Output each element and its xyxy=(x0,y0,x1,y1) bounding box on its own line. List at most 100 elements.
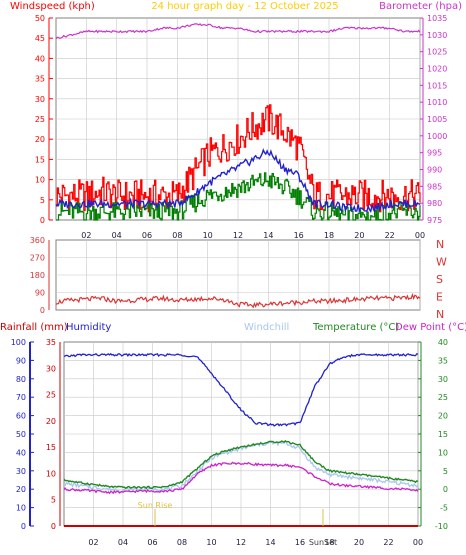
wind-hour-label: 10 xyxy=(203,231,213,240)
windspeed-tick-label: 30 xyxy=(35,95,45,104)
windspeed-tick-label: 0 xyxy=(40,216,45,225)
sunrise-label: Sun Rise xyxy=(138,501,173,510)
rainfall-tick-label: 25 xyxy=(46,391,56,400)
temp-hour-label: 20 xyxy=(354,538,364,547)
barometer-tick-label: 980 xyxy=(427,199,442,208)
temperature-tick-label: 25 xyxy=(438,393,448,402)
chart-title: 24 hour graph day - 12 October 2025 xyxy=(151,1,338,12)
temperature-tick-label: 0 xyxy=(443,485,448,494)
wind-series-lines xyxy=(55,23,421,221)
wind-hour-label: 02 xyxy=(81,231,91,240)
temperature-tick-label: 15 xyxy=(438,430,448,439)
wind-series-avg xyxy=(55,148,421,213)
temp-hour-label: 08 xyxy=(177,538,187,547)
temperature-tick-label: 20 xyxy=(438,412,448,421)
humidity-tick-label: 30 xyxy=(16,467,26,476)
wind-hour-label: 22 xyxy=(385,231,395,240)
compass-label: N xyxy=(436,238,444,251)
wind-hour-label: 16 xyxy=(294,231,304,240)
windspeed-tick-label: 35 xyxy=(35,75,45,84)
windspeed-tick-label: 10 xyxy=(35,176,45,185)
sunset-label: SunSet xyxy=(309,538,337,547)
barometer-tick-label: 1020 xyxy=(427,65,447,74)
temperature-tick-label: -5 xyxy=(440,504,448,513)
humidity-tick-label: 40 xyxy=(16,448,26,457)
temperature-tick-label: 40 xyxy=(438,338,448,347)
direction-line xyxy=(55,292,421,309)
temp-series-humidity xyxy=(63,352,419,427)
temperature-tick-label: 10 xyxy=(438,448,448,457)
sun-markers: Sun Rise SunSet xyxy=(138,501,338,547)
barometer-tick-label: 985 xyxy=(427,182,442,191)
temperature-tick-label: 5 xyxy=(443,467,448,476)
wind-series-low xyxy=(56,172,421,221)
direction-tick-label: 0 xyxy=(40,306,45,315)
wind-hour-label: 00 xyxy=(415,231,425,240)
temp-hour-label: 12 xyxy=(236,538,246,547)
humidity-tick-label: 80 xyxy=(16,375,26,384)
wind-series-barometer xyxy=(55,23,421,40)
humidity-tick-label: 100 xyxy=(11,338,26,347)
temp-hour-label: 00 xyxy=(413,538,423,547)
rainfall-tick-label: 20 xyxy=(46,417,56,426)
wind-hour-label: 12 xyxy=(233,231,243,240)
dewpoint-legend-label: Dew Point (°C) xyxy=(395,322,466,333)
temp-hour-label: 02 xyxy=(88,538,98,547)
windspeed-tick-label: 50 xyxy=(35,14,45,23)
direction-tick-label: 360 xyxy=(30,236,45,245)
barometer-tick-label: 990 xyxy=(427,166,442,175)
rainfall-tick-label: 0 xyxy=(51,522,56,531)
temp-grid xyxy=(64,342,419,526)
rainfall-tick-label: 15 xyxy=(46,443,56,452)
barometer-tick-label: 975 xyxy=(427,216,442,225)
windspeed-tick-label: 20 xyxy=(35,135,45,144)
wind-hour-label: 08 xyxy=(172,231,182,240)
temp-series-temperature xyxy=(63,440,419,490)
windspeed-tick-label: 25 xyxy=(35,115,45,124)
temperature-tick-label: 35 xyxy=(438,356,448,365)
direction-degree-ticks: 0 90 180 270 360 xyxy=(30,236,50,315)
direction-tick-label: 270 xyxy=(30,254,45,263)
humidity-tick-label: 20 xyxy=(16,485,26,494)
direction-tick-label: 180 xyxy=(30,271,45,280)
barometer-tick-label: 1005 xyxy=(427,115,447,124)
barometer-tick-label: 1030 xyxy=(427,31,447,40)
rainfall-tick-label: 5 xyxy=(51,496,56,505)
windspeed-tick-label: 40 xyxy=(35,54,45,63)
temp-hour-label: 10 xyxy=(206,538,216,547)
windspeed-tick-label: 45 xyxy=(35,34,45,43)
barometer-tick-label: 1015 xyxy=(427,81,447,90)
humidity-ticks: 0 10 20 30 40 50 60 70 80 90 100 xyxy=(11,338,34,531)
wind-hour-label: 06 xyxy=(142,231,152,240)
barometer-axis-title: Barometer (hpa) xyxy=(379,1,462,12)
wind-hour-label: 20 xyxy=(354,231,364,240)
humidity-tick-label: 70 xyxy=(16,393,26,402)
barometer-tick-label: 1000 xyxy=(427,132,447,141)
compass-label: E xyxy=(436,291,443,304)
direction-series-line xyxy=(55,292,421,309)
wind-hour-ticks: 02 04 06 08 10 12 14 16 18 20 22 00 xyxy=(81,231,425,240)
temp-series-dewpoint xyxy=(63,461,419,495)
humidity-legend-label: Humidity xyxy=(66,322,111,333)
direction-tick-label: 90 xyxy=(35,289,45,298)
temp-series-lines xyxy=(63,352,419,527)
windspeed-tick-label: 15 xyxy=(35,155,45,164)
temp-hour-ticks: 02 04 06 08 10 12 14 16 18 20 22 00 xyxy=(88,538,423,547)
temp-hour-label: 16 xyxy=(295,538,305,547)
temp-hour-label: 18 xyxy=(324,538,334,547)
windspeed-tick-label: 5 xyxy=(40,196,45,205)
barometer-tick-label: 1035 xyxy=(427,14,447,23)
compass-label: S xyxy=(436,273,443,286)
temp-hour-label: 04 xyxy=(118,538,128,547)
wind-hour-label: 14 xyxy=(263,231,273,240)
barometer-ticks: 975 980 985 990 995 1000 1005 1010 1015 1020 1025 1… xyxy=(420,14,447,225)
direction-grid xyxy=(56,240,421,310)
windspeed-axis-title: Windspeed (kph) xyxy=(10,1,95,12)
wind-series-gust xyxy=(56,104,421,213)
humidity-tick-label: 60 xyxy=(16,412,26,421)
windspeed-ticks: 0 5 10 15 20 25 30 35 40 45 50 xyxy=(35,14,53,225)
